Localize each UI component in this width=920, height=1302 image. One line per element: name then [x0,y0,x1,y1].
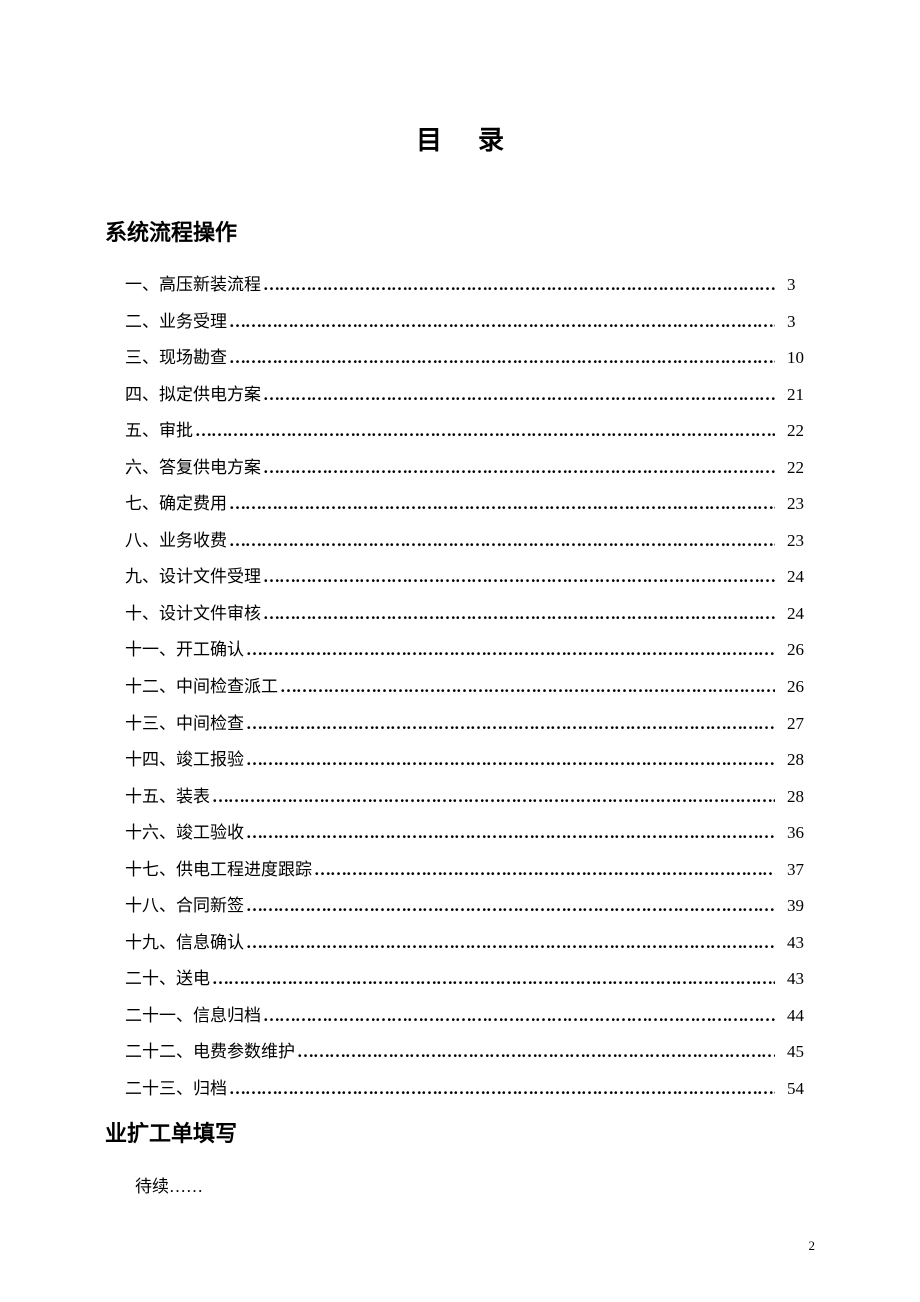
toc-page-number: 36 [777,815,815,852]
toc-page-number: 21 [777,377,815,414]
toc-page-number: 28 [777,779,815,816]
toc-dots: …………………………………………………………………………………………………………… [229,486,775,523]
toc-label: 十、设计文件审核 [125,596,261,633]
toc-label: 五、审批 [125,413,193,450]
toc-dots: …………………………………………………………………………………………………………… [229,304,775,341]
toc-page-number: 45 [777,1034,815,1071]
toc-page-number: 28 [777,742,815,779]
toc-page-number: 43 [777,925,815,962]
toc-page-number: 26 [777,632,815,669]
toc-item: 十六、竣工验收………………………………………………………………………………………… [125,815,815,852]
toc-dots: …………………………………………………………………………………………………………… [246,925,775,962]
toc-item: 十八、合同新签………………………………………………………………………………………… [125,888,815,925]
toc-label: 十一、开工确认 [125,632,244,669]
toc-page-number: 44 [777,998,815,1035]
section-header-2: 业扩工单填写 [105,1116,815,1148]
toc-dots: …………………………………………………………………………………………………………… [246,888,775,925]
toc-item: 十、设计文件审核……………………………………………………………………………………… [125,596,815,633]
toc-label: 一、高压新装流程 [125,267,261,304]
toc-dots: …………………………………………………………………………………………………………… [297,1034,775,1071]
toc-label: 十六、竣工验收 [125,815,244,852]
toc-label: 二十、送电 [125,961,210,998]
toc-item: 一、高压新装流程……………………………………………………………………………………… [125,267,815,304]
toc-item: 十五、装表……………………………………………………………………………………………… [125,779,815,816]
toc-item: 十四、竣工报验………………………………………………………………………………………… [125,742,815,779]
toc-label: 二十一、信息归档 [125,998,261,1035]
toc-page-number: 23 [777,523,815,560]
page-number: 2 [809,1238,816,1254]
toc-item: 九、设计文件受理……………………………………………………………………………………… [125,559,815,596]
toc-label: 三、现场勘查 [125,340,227,377]
footer-continued: 待续…… [105,1172,815,1197]
toc-dots: …………………………………………………………………………………………………………… [263,450,775,487]
toc-page-number: 3 [777,267,815,304]
toc-page-number: 54 [777,1071,815,1108]
toc-item: 四、拟定供电方案……………………………………………………………………………………… [125,377,815,414]
toc-page-number: 27 [777,706,815,743]
toc-item: 十七、供电工程进度跟踪……………………………………………………………………………… [125,852,815,889]
toc-dots: …………………………………………………………………………………………………………… [263,267,775,304]
toc-dots: …………………………………………………………………………………………………………… [212,779,775,816]
toc-label: 二、业务受理 [125,304,227,341]
toc-dots: …………………………………………………………………………………………………………… [246,706,775,743]
toc-item: 三、现场勘查…………………………………………………………………………………………… [125,340,815,377]
toc-page-number: 24 [777,596,815,633]
toc-label: 十七、供电工程进度跟踪 [125,852,312,889]
toc-dots: …………………………………………………………………………………………………………… [263,998,775,1035]
toc-item: 十三、中间检查………………………………………………………………………………………… [125,706,815,743]
toc-dots: …………………………………………………………………………………………………………… [229,523,775,560]
toc-page-number: 39 [777,888,815,925]
toc-item: 二、业务受理…………………………………………………………………………………………… [125,304,815,341]
toc-label: 六、答复供电方案 [125,450,261,487]
toc-item: 七、确定费用…………………………………………………………………………………………… [125,486,815,523]
toc-item: 八、业务收费…………………………………………………………………………………………… [125,523,815,560]
toc-list: 一、高压新装流程……………………………………………………………………………………… [105,267,815,1108]
toc-dots: …………………………………………………………………………………………………………… [229,340,775,377]
toc-page-number: 10 [777,340,815,377]
page-title: 目录 [105,120,815,157]
toc-dots: …………………………………………………………………………………………………………… [280,669,775,706]
toc-label: 二十三、归档 [125,1071,227,1108]
toc-page-number: 43 [777,961,815,998]
toc-dots: …………………………………………………………………………………………………………… [314,852,775,889]
section-header-1: 系统流程操作 [105,215,815,247]
toc-page-number: 22 [777,413,815,450]
toc-page-number: 3 [777,304,815,341]
toc-item: 六、答复供电方案……………………………………………………………………………………… [125,450,815,487]
toc-dots: …………………………………………………………………………………………………………… [195,413,775,450]
toc-dots: …………………………………………………………………………………………………………… [263,377,775,414]
toc-dots: …………………………………………………………………………………………………………… [246,632,775,669]
toc-item: 二十一、信息归档……………………………………………………………………………………… [125,998,815,1035]
toc-label: 十八、合同新签 [125,888,244,925]
toc-item: 二十三、归档…………………………………………………………………………………………… [125,1071,815,1108]
toc-dots: …………………………………………………………………………………………………………… [229,1071,775,1108]
toc-dots: …………………………………………………………………………………………………………… [212,961,775,998]
toc-label: 十五、装表 [125,779,210,816]
toc-dots: …………………………………………………………………………………………………………… [246,742,775,779]
toc-label: 十二、中间检查派工 [125,669,278,706]
toc-page-number: 24 [777,559,815,596]
toc-label: 七、确定费用 [125,486,227,523]
toc-dots: …………………………………………………………………………………………………………… [263,596,775,633]
toc-dots: …………………………………………………………………………………………………………… [263,559,775,596]
toc-page-number: 26 [777,669,815,706]
toc-label: 十九、信息确认 [125,925,244,962]
toc-label: 十四、竣工报验 [125,742,244,779]
toc-item: 二十、送电……………………………………………………………………………………………… [125,961,815,998]
toc-page-number: 22 [777,450,815,487]
toc-label: 二十二、电费参数维护 [125,1034,295,1071]
toc-item: 十一、开工确认………………………………………………………………………………………… [125,632,815,669]
document-page: 目录 系统流程操作 一、高压新装流程…………………………………………………………… [0,0,920,1302]
toc-dots: …………………………………………………………………………………………………………… [246,815,775,852]
toc-item: 二十二、电费参数维护………………………………………………………………………………… [125,1034,815,1071]
toc-label: 九、设计文件受理 [125,559,261,596]
toc-label: 四、拟定供电方案 [125,377,261,414]
toc-item: 五、审批………………………………………………………………………………………………… [125,413,815,450]
toc-label: 八、业务收费 [125,523,227,560]
toc-page-number: 37 [777,852,815,889]
toc-label: 十三、中间检查 [125,706,244,743]
toc-item: 十九、信息确认………………………………………………………………………………………… [125,925,815,962]
toc-page-number: 23 [777,486,815,523]
toc-item: 十二、中间检查派工…………………………………………………………………………………… [125,669,815,706]
